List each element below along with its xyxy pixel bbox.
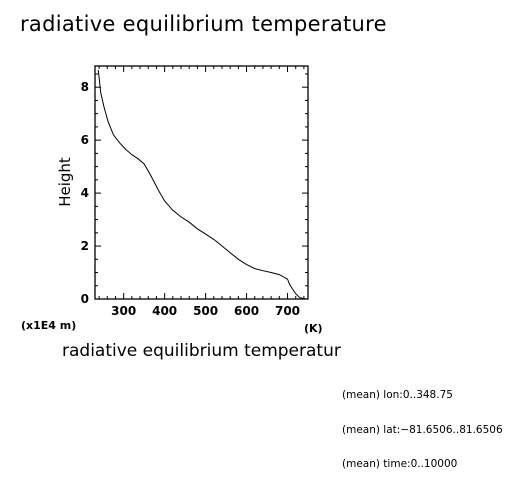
- metadata-notes: (mean) lon:0..348.75 (mean) lat:−81.6506…: [342, 367, 503, 494]
- note-lat: (mean) lat:−81.6506..81.6506: [342, 423, 503, 436]
- x-tick-label: 400: [152, 304, 177, 318]
- y-tick-label: 6: [81, 133, 89, 147]
- x-tick-label: 500: [193, 304, 218, 318]
- y-tick-label: 0: [81, 292, 89, 306]
- note-time: (mean) time:0..10000: [342, 458, 458, 470]
- y-tick-label: 2: [81, 239, 89, 253]
- axis-ticks: [95, 66, 308, 300]
- series-line: [97, 69, 306, 300]
- chart-page: radiative equilibrium temperature 300 400…: [20, 12, 503, 470]
- note-lon: (mean) lon:0..348.75: [342, 389, 453, 401]
- x-axis-label: radiative equilibrium temperatur: [62, 341, 341, 361]
- axis-tick-labels: 300 400 500 600 700 0 2 4 6 8: [81, 80, 300, 318]
- chart-title: radiative equilibrium temperature: [20, 12, 387, 36]
- x-tick-label: 300: [111, 304, 136, 318]
- y-tick-label: 4: [81, 186, 89, 200]
- y-tick-label: 8: [81, 80, 89, 94]
- x-tick-label: 600: [234, 304, 259, 318]
- x-tick-label: 700: [275, 304, 300, 318]
- x-unit-label: (K): [304, 322, 323, 335]
- y-axis-label: Height: [56, 157, 74, 207]
- plot-area: 300 400 500 600 700 0 2 4 6 8 Height (x1E4 m) (K): [21, 65, 323, 335]
- plot-frame: [94, 65, 309, 300]
- y-unit-label: (x1E4 m): [21, 319, 76, 332]
